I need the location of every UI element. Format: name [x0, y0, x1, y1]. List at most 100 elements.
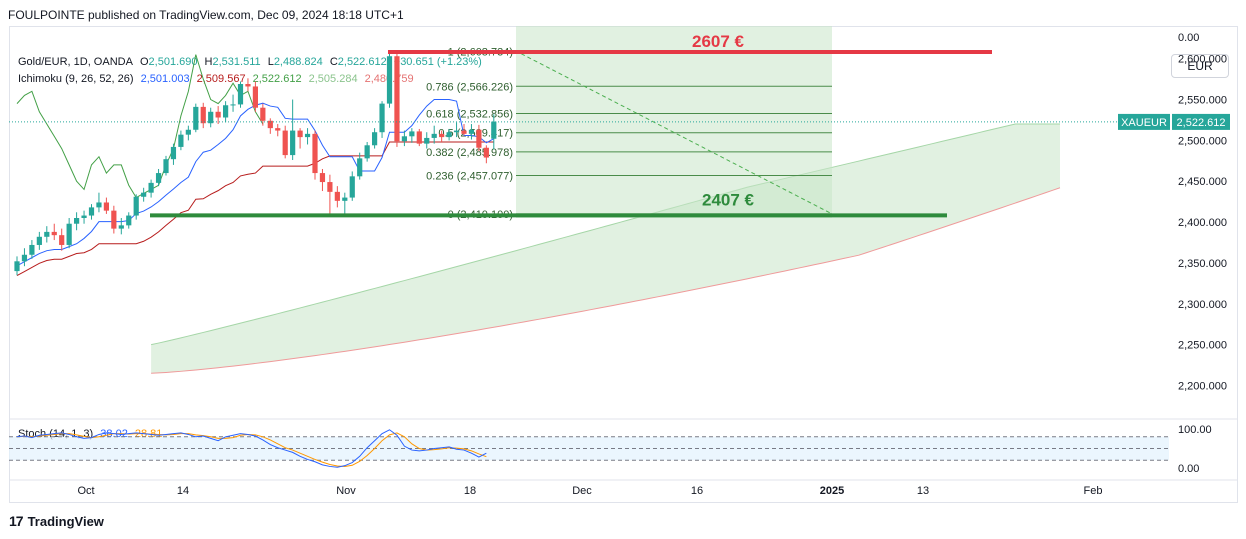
candle-body	[103, 202, 109, 211]
candle-body	[178, 134, 184, 147]
ichimoku-span-b-line	[151, 187, 1061, 374]
last-price-tag: 2,522.612	[1177, 117, 1226, 129]
candle-body	[185, 129, 191, 135]
time-axis-label: Nov	[336, 485, 356, 497]
ichimoku-lagging-line	[16, 54, 264, 199]
ichimoku-conversion: 2,501.003	[140, 73, 190, 85]
candle-body	[386, 56, 393, 104]
candle-body	[267, 120, 273, 129]
candle-body	[483, 147, 489, 158]
candle-body	[208, 111, 214, 124]
candle-body	[304, 133, 311, 138]
candle-body	[155, 173, 162, 183]
candle-body	[364, 145, 370, 159]
trend-dashed-line	[514, 50, 833, 215]
price-tick-label: 2,400.000	[1178, 217, 1227, 229]
resistance-label: 2607 €	[692, 32, 745, 51]
stoch-tick-label: 100.00	[1178, 424, 1212, 436]
candle-body	[453, 130, 460, 133]
legend-symbol: Gold/EUR, 1D, OANDA	[18, 56, 133, 68]
candle-body	[260, 107, 266, 121]
time-axis-label: Dec	[572, 485, 592, 497]
candle-body	[51, 231, 57, 236]
candle-body	[334, 191, 340, 201]
candle-body	[349, 176, 355, 198]
candle-body	[230, 104, 236, 106]
candle-body	[148, 182, 154, 193]
candle-body	[372, 132, 378, 146]
candle-body	[252, 86, 258, 108]
candle-body	[141, 192, 147, 197]
ichimoku-span-a: 2,505.284	[308, 73, 358, 85]
candle-body	[401, 136, 407, 142]
candle-body	[96, 202, 102, 208]
candle-body	[312, 133, 318, 174]
candle-body	[342, 197, 348, 201]
stoch-band	[9, 436, 1169, 461]
candle-body	[290, 130, 296, 156]
ichimoku-base: 2,509.567	[196, 73, 246, 85]
candle-body	[223, 105, 229, 118]
candle-body	[245, 84, 251, 87]
candle-body	[319, 173, 326, 183]
candle-body	[29, 244, 35, 255]
candle-body	[394, 56, 400, 142]
candle-body	[282, 130, 288, 156]
candle-body	[476, 129, 482, 148]
price-tick-label: 2,200.000	[1178, 380, 1227, 392]
price-tick-label: 2,250.000	[1178, 340, 1227, 352]
candle-body	[36, 236, 42, 245]
candle-body	[424, 137, 430, 144]
candle-body	[111, 210, 117, 229]
candle-body	[297, 130, 303, 138]
footer-brand: TradingView	[27, 513, 104, 529]
symbol-tag-bg	[1118, 113, 1170, 130]
fib-level-label: 0.618 (2,532.856)	[426, 109, 513, 121]
candle-body	[416, 131, 422, 144]
legend-change: +30.651 (+1.23%)	[393, 56, 482, 68]
candle-body	[163, 159, 169, 174]
ichimoku-cloud	[151, 124, 1061, 374]
time-axis-label: Feb	[1084, 485, 1103, 497]
ichimoku-base-line	[16, 141, 494, 277]
candle-body	[379, 103, 385, 133]
time-axis-label: 2025	[820, 485, 844, 497]
legend-c: 2,522.612	[337, 56, 387, 68]
fib-level-label: 0.382 (2,485.978)	[426, 147, 513, 159]
candle-body	[133, 196, 139, 216]
stoch-tick-label: 0.00	[1178, 463, 1199, 475]
candle-body	[446, 132, 452, 138]
stoch-d-line	[16, 432, 487, 467]
candle-body	[439, 133, 445, 138]
candle-body	[468, 129, 475, 134]
footer: 17 TradingView	[9, 513, 104, 529]
candle-body	[126, 215, 132, 226]
price-tick-label: 2,350.000	[1178, 258, 1227, 270]
candle-body	[81, 215, 87, 218]
candle-body	[170, 146, 177, 160]
time-axis-label: Oct	[77, 485, 94, 497]
candle-body	[237, 84, 244, 105]
candle-body	[88, 207, 95, 216]
legend-main: Gold/EUR, 1D, OANDA O2,501.690 H2,531.51…	[18, 56, 486, 68]
legend-l-label: L	[267, 56, 274, 68]
tradingview-logo-icon: 17	[9, 513, 24, 529]
legend-h: 2,531.511	[212, 56, 261, 68]
ichimoku-title: Ichimoku (9, 26, 52, 26)	[18, 73, 134, 85]
candle-body	[327, 182, 333, 192]
ichimoku-span-a-line	[150, 123, 1060, 346]
price-tick-label: 2,500.000	[1178, 135, 1227, 147]
candle-body	[215, 111, 221, 118]
currency-selector[interactable]: EUR	[1171, 54, 1229, 78]
candle-body	[275, 128, 281, 131]
price-tick-label: 0.00	[1178, 32, 1199, 44]
time-axis-label: 14	[177, 485, 189, 497]
time-axis-label: 16	[691, 485, 703, 497]
symbol-tag: XAUEUR	[1121, 117, 1167, 129]
fib-level-label: 0.236 (2,457.077)	[426, 170, 513, 182]
candle-body	[118, 225, 124, 229]
legend-o-label: O	[139, 56, 149, 68]
legend-l: 2,488.824	[273, 56, 323, 68]
support-label: 2407 €	[702, 190, 755, 209]
